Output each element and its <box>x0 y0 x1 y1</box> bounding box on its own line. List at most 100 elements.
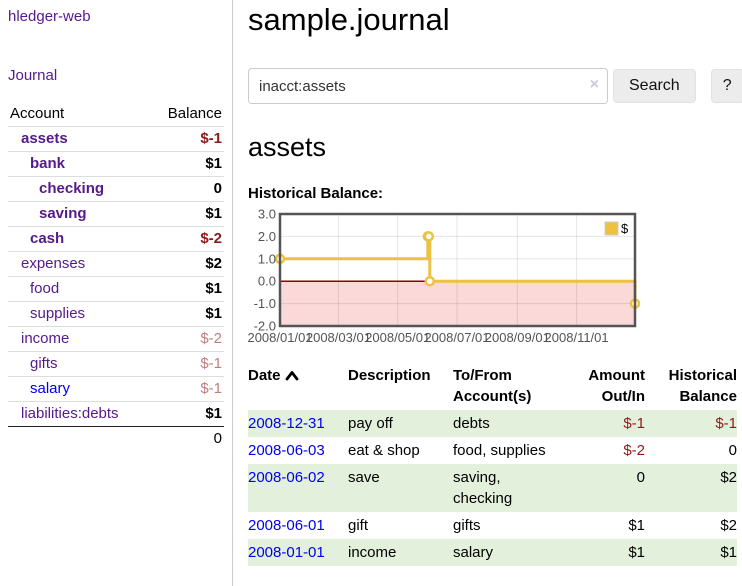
chart-x-tick-label: 2008/11/01 <box>545 330 609 345</box>
page-title: sample.journal <box>248 2 450 37</box>
chart-legend-swatch <box>604 221 619 236</box>
sidebar-item-journal[interactable]: Journal <box>8 67 58 84</box>
transaction-balance: 0 <box>728 442 737 459</box>
account-row: salary $-1 <box>8 376 224 402</box>
brand-link[interactable]: hledger-web <box>8 8 91 25</box>
chart-border <box>278 212 637 328</box>
transaction-accounts: salary <box>453 544 494 561</box>
transaction-description: gift <box>348 517 369 534</box>
account-link-expenses[interactable]: expenses <box>21 255 86 272</box>
chart-svg: $3.0 2.0 1.0 0.0 -1.0 -2.02008/01/012008/03/0… <box>248 208 640 345</box>
transaction-date-link[interactable]: 2008-06-03 <box>248 442 325 459</box>
register-body: 2008-12-31 pay off debts $-1 $-1 2008-06-03 ea… <box>248 410 737 566</box>
chart-x-tick-label: 2008/07/01 <box>424 330 489 345</box>
register-row: 2008-06-01 gift gifts $1 $2 <box>248 512 737 539</box>
register-row: 2008-01-01 income salary $1 $1 <box>248 539 737 566</box>
register-col-date[interactable]: Date <box>248 362 348 410</box>
account-link-cash[interactable]: cash <box>30 230 65 247</box>
transaction-balance: $2 <box>720 517 737 534</box>
transaction-description: pay off <box>348 415 393 432</box>
account-balance: $-2 <box>150 226 224 252</box>
transaction-balance: $2 <box>720 469 737 486</box>
account-balance: $1 <box>150 151 224 177</box>
register-row: 2008-06-03 eat & shop food, supplies $-2 0 <box>248 437 737 464</box>
account-row: food $1 <box>8 276 224 302</box>
clear-search-icon[interactable]: × <box>589 76 599 93</box>
account-link-gifts[interactable]: gifts <box>30 355 58 372</box>
transaction-date-link[interactable]: 2008-01-01 <box>248 544 325 561</box>
transaction-amount: $1 <box>628 517 645 534</box>
transaction-balance: $-1 <box>715 415 737 432</box>
transaction-description: income <box>348 544 397 561</box>
account-row: liabilities:debts $1 <box>8 401 224 427</box>
chart-data-point <box>424 275 436 287</box>
register-col-description: Description <box>348 367 431 384</box>
account-link-income[interactable]: income <box>21 330 70 347</box>
transaction-amount: $-2 <box>623 442 645 459</box>
chart-data-point <box>423 231 435 242</box>
account-row: checking 0 <box>8 176 224 202</box>
transaction-date-link[interactable]: 2008-06-02 <box>248 469 325 486</box>
account-balance: $-2 <box>150 326 224 352</box>
account-balance: $-1 <box>150 351 224 377</box>
sort-ascending-icon <box>285 371 298 381</box>
account-row: expenses $2 <box>8 251 224 277</box>
transaction-date-link[interactable]: 2008-06-01 <box>248 517 325 534</box>
register-header-row: Date Description To/From Account(s) Amount Ou… <box>248 362 737 410</box>
accounts-col-account: Account <box>10 105 65 122</box>
chart-negative-region <box>280 281 635 326</box>
chart-y-tick-label: 3.0 <box>258 208 276 222</box>
transaction-accounts: gifts <box>453 517 481 534</box>
accounts-body: assets $-1 bank $1 checking 0 saving $1 cash $-2 e… <box>8 126 224 451</box>
account-balance: $1 <box>150 276 224 302</box>
account-balance: $2 <box>150 251 224 277</box>
account-row: assets $-1 <box>8 126 224 152</box>
transaction-date-link[interactable]: 2008-12-31 <box>248 415 325 432</box>
account-link-liabilities-debts[interactable]: liabilities:debts <box>21 405 119 422</box>
register-col-historical: Historical Balance <box>668 367 737 405</box>
transaction-description: eat & shop <box>348 442 420 459</box>
chart-y-tick-label: -1.0 <box>254 296 276 311</box>
chart-y-tick-label: 2.0 <box>258 229 276 244</box>
search-input[interactable] <box>248 68 608 104</box>
account-link-bank[interactable]: bank <box>30 155 66 172</box>
account-balance: $1 <box>150 301 224 327</box>
register-row: 2008-06-02 save saving, checking 0 $2 <box>248 464 737 512</box>
account-balance: $-1 <box>150 126 224 152</box>
transaction-accounts: saving, checking <box>453 469 513 507</box>
account-row: income $-2 <box>8 326 224 352</box>
chart-y-tick-label: -2.0 <box>254 319 276 334</box>
help-button[interactable]: ? <box>710 69 742 103</box>
account-heading: assets <box>248 132 327 162</box>
search-button[interactable]: Search <box>613 69 696 103</box>
transaction-accounts: food, supplies <box>453 442 546 459</box>
account-link-salary[interactable]: salary <box>30 380 71 397</box>
account-balance: $1 <box>150 401 224 427</box>
account-row: saving $1 <box>8 201 224 227</box>
account-row: gifts $-1 <box>8 351 224 377</box>
account-link-supplies[interactable]: supplies <box>30 305 86 322</box>
register-col-amount: Amount Out/In <box>588 367 645 405</box>
transaction-accounts: debts <box>453 415 490 432</box>
account-link-assets[interactable]: assets <box>21 130 68 147</box>
account-link-checking[interactable]: checking <box>39 180 105 197</box>
account-link-saving[interactable]: saving <box>39 205 87 222</box>
chart-x-tick-label: 2008/05/01 <box>365 330 430 345</box>
account-balance: $1 <box>150 201 224 227</box>
search-form: × Search ? <box>248 68 742 104</box>
account-link-food[interactable]: food <box>30 280 60 297</box>
account-balance: 0 <box>150 176 224 202</box>
chart-x-tick-label: 2008/01/01 <box>248 330 313 345</box>
transaction-amount: $1 <box>628 544 645 561</box>
chart-y-tick-label: 0.0 <box>258 274 276 289</box>
accounts-total-row: 0 <box>8 426 224 451</box>
account-row: supplies $1 <box>8 301 224 327</box>
historical-balance-chart: $3.0 2.0 1.0 0.0 -1.0 -2.0 2008/01/01 2008/03/0… <box>248 208 742 348</box>
transaction-balance: $1 <box>720 544 737 561</box>
transaction-amount: 0 <box>636 469 645 486</box>
chart-y-tick-label: 1.0 <box>258 251 276 266</box>
accounts-col-balance: Balance <box>167 105 222 122</box>
account-row: cash $-2 <box>8 226 224 252</box>
main-content: sample.journal × Search ? assets Histori… <box>233 0 742 586</box>
